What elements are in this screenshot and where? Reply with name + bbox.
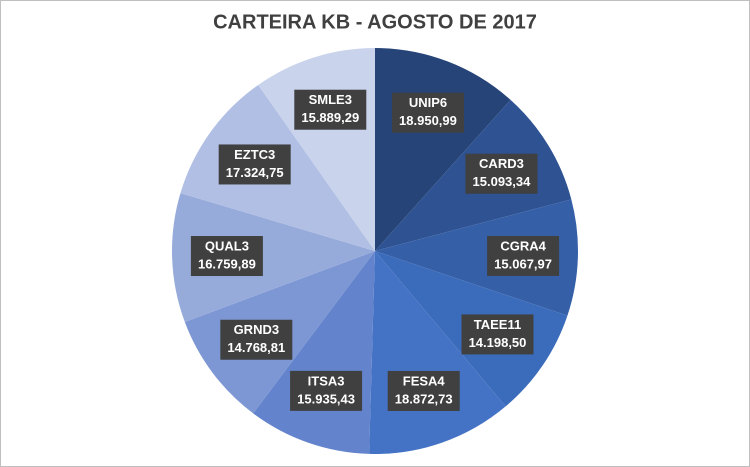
data-label-name: ITSA3 (308, 373, 345, 388)
data-label-box (387, 370, 460, 411)
pie-slice (172, 193, 375, 322)
data-label-name: CGRA4 (500, 238, 546, 253)
data-label-name: GRND3 (234, 322, 280, 337)
data-label-box (391, 92, 464, 133)
chart-title: CARTEIRA KB - AGOSTO DE 2017 (213, 11, 537, 33)
data-label-value: 18.872,73 (395, 391, 453, 406)
data-label-value: 15.093,34 (473, 174, 532, 189)
data-label-name: QUAL3 (205, 238, 249, 253)
data-label-name: SMLE3 (309, 92, 352, 107)
data-label-name: UNIP6 (409, 95, 447, 110)
data-label-name: EZTC3 (234, 147, 275, 162)
data-label-box (220, 319, 293, 360)
data-label-box (190, 236, 263, 277)
data-label-value: 15.889,29 (301, 110, 359, 125)
data-label-value: 18.950,99 (399, 113, 457, 128)
data-label-value: 15.067,97 (494, 256, 552, 271)
data-label-value: 15.935,43 (297, 391, 355, 406)
data-label-name: CARD3 (479, 156, 524, 171)
data-label-box (290, 370, 363, 411)
data-label-name: TAEE11 (474, 317, 521, 332)
data-label-box (294, 89, 367, 130)
data-label-box (218, 144, 291, 185)
data-label-value: 16.759,89 (198, 256, 256, 271)
data-label-box (487, 235, 560, 276)
data-label-box (465, 153, 538, 194)
data-label-value: 17.324,75 (226, 165, 284, 180)
pie-slice (375, 199, 578, 316)
data-label-value: 14.768,81 (227, 340, 285, 355)
data-label-value: 14.198,50 (469, 335, 527, 350)
data-label-name: FESA4 (403, 373, 446, 388)
data-label-box (461, 314, 534, 355)
